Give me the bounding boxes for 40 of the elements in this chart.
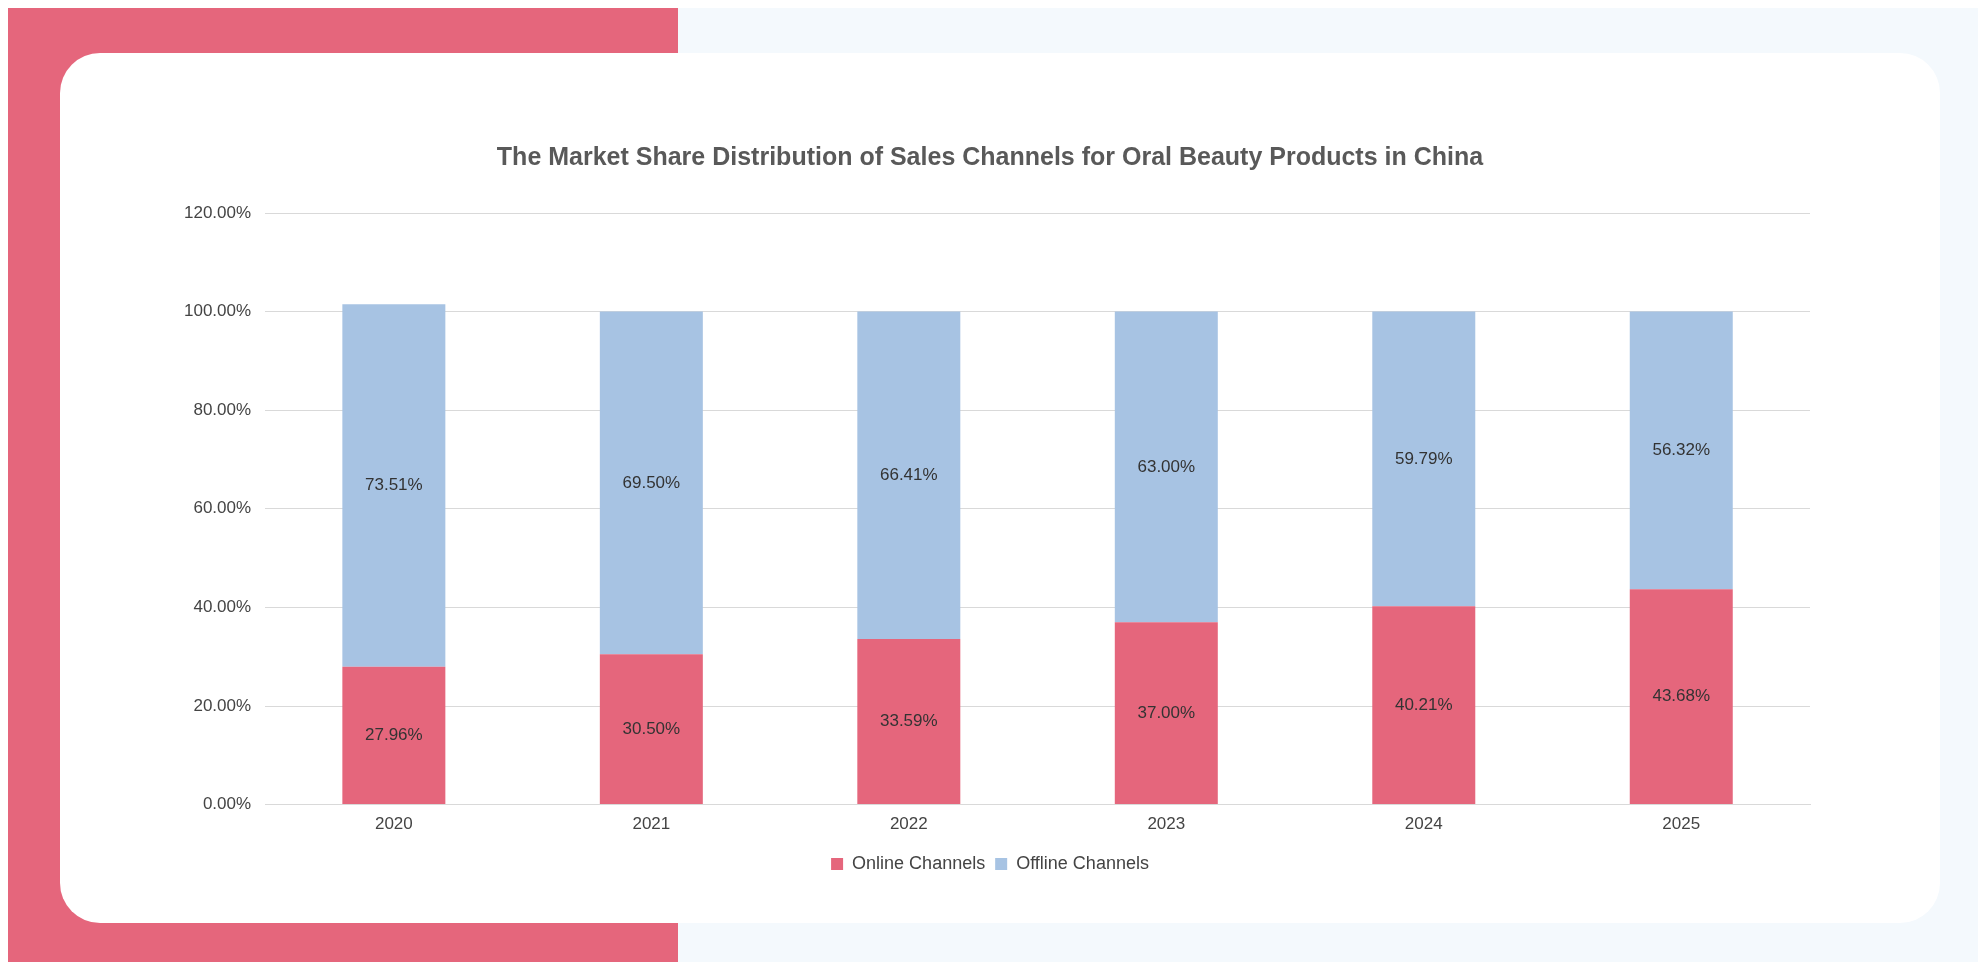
- bar: [857, 639, 961, 805]
- data-label: 40.21%: [1394, 694, 1453, 714]
- y-tick-label: 120.00%: [183, 202, 252, 222]
- data-label: 37.00%: [1137, 702, 1196, 722]
- y-tick-label: 20.00%: [193, 695, 252, 715]
- data-label: 33.59%: [879, 711, 938, 731]
- bar: [342, 666, 446, 805]
- chart-title: The Market Share Distribution of Sales Channels for Oral Beauty Products in China: [496, 141, 1485, 170]
- bar: [599, 654, 703, 805]
- x-tick-label: 2021: [632, 814, 671, 834]
- bar: [1372, 606, 1476, 805]
- bar: [1629, 311, 1733, 590]
- data-label: 66.41%: [879, 464, 938, 484]
- bar: [1372, 311, 1476, 607]
- y-tick-label: 0.00%: [202, 794, 252, 814]
- legend-label: Online Channels: [852, 852, 986, 873]
- x-tick-label: 2022: [889, 814, 928, 834]
- data-label: 43.68%: [1652, 686, 1711, 706]
- x-tick-label: 2020: [374, 814, 413, 834]
- bar: [1629, 589, 1733, 805]
- data-label: 30.50%: [622, 718, 681, 738]
- x-tick-label: 2023: [1147, 814, 1186, 834]
- y-tick-label: 60.00%: [193, 498, 252, 518]
- bar: [1114, 622, 1218, 805]
- y-tick-label: 100.00%: [183, 301, 252, 321]
- data-label: 63.00%: [1137, 456, 1196, 476]
- bar: [1114, 311, 1218, 623]
- bar: [857, 311, 961, 639]
- bar: [599, 311, 703, 655]
- data-label: 59.79%: [1394, 448, 1453, 468]
- x-tick-label: 2024: [1404, 814, 1443, 834]
- bar: [342, 304, 446, 667]
- data-label: 27.96%: [365, 725, 423, 745]
- y-tick-label: 40.00%: [193, 597, 252, 617]
- y-tick-label: 80.00%: [193, 399, 252, 419]
- data-label: 56.32%: [1652, 440, 1711, 460]
- x-tick-label: 2025: [1662, 814, 1701, 834]
- data-label: 69.50%: [622, 472, 681, 492]
- legend-label: Offline Channels: [1016, 852, 1149, 873]
- data-label: 73.51%: [365, 475, 423, 495]
